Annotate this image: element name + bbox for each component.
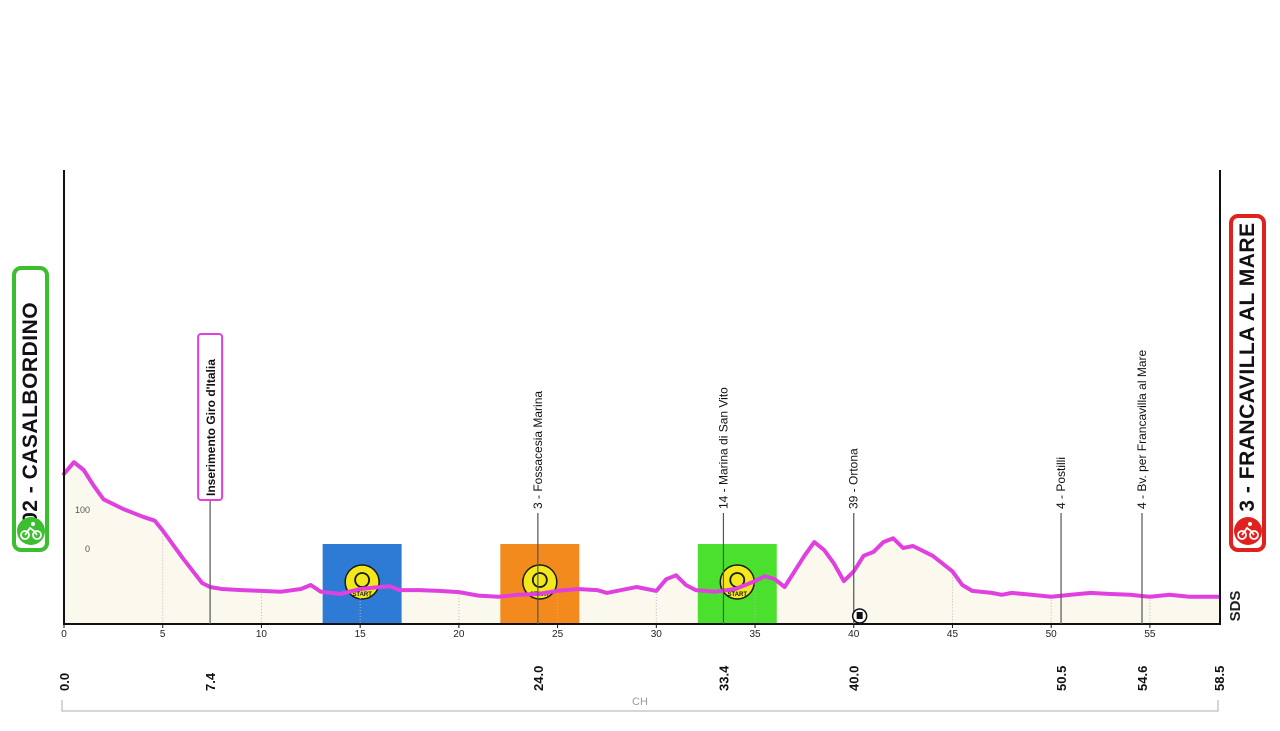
feed-zone-icon-glyph [856, 612, 863, 619]
axis-ticks: 0 100 0 5 10 15 20 25 30 35 40 45 50 55 [61, 505, 1156, 640]
x-tick-20: 20 [453, 629, 465, 640]
distance-axis-label: CH [632, 696, 648, 708]
finish-distance: 58.5 [1212, 666, 1227, 691]
x-tick-35: 35 [749, 629, 761, 640]
km-point-place-5: 4 - Postilli [1054, 457, 1068, 509]
x-tick-25: 25 [552, 629, 564, 640]
sector-2-glyph [531, 572, 548, 588]
x-tick-55: 55 [1144, 629, 1156, 640]
km-point-place-1: Inserimento Giro d'Italia [204, 359, 218, 496]
km-point-place-4: 39 - Ortona [847, 448, 861, 509]
timed-sectors: START START START [322, 544, 777, 624]
start-city-name: 202 - CASALBORDINO [18, 301, 42, 537]
ground-area [64, 462, 1219, 624]
sector-3-label: START [727, 592, 747, 598]
km-gridlines [162, 530, 1151, 624]
finish-city-name: 3 - FRANCAVILLA AL MARE [1235, 222, 1259, 512]
profile-line [62, 460, 1221, 599]
km-point-badge [197, 333, 224, 501]
start-distance: 0.0 [57, 673, 72, 691]
cyclist-finish-icon [1234, 517, 1262, 545]
x-tick-0: 0 [61, 629, 67, 640]
y-tick-0: 0 [85, 544, 90, 554]
km-point-place-2: 3 - Fossacesia Marina [531, 391, 545, 509]
x-tick-5: 5 [160, 629, 166, 640]
finish-city-box: 3 - FRANCAVILLA AL MARE [1229, 214, 1266, 552]
elevation-profile [62, 460, 1221, 599]
km-point-distance-1: 7.4 [203, 672, 218, 691]
x-tick-15: 15 [355, 629, 367, 640]
distance-bracket [61, 700, 1219, 712]
distance-labels: 7.4 24.0 33.4 40.0 50.5 54.6 0.0 58.5 CH [57, 665, 1227, 712]
sds-logo: SDS [1227, 591, 1244, 622]
markers [851, 608, 868, 624]
x-tick-40: 40 [848, 629, 860, 640]
x-tick-45: 45 [947, 629, 959, 640]
km-point-distance-4: 40.0 [847, 666, 862, 691]
km-point-place-3: 14 - Marina di San Vito [716, 387, 730, 509]
x-tick-30: 30 [651, 629, 663, 640]
km-point-distance-3: 33.4 [716, 665, 731, 691]
km-point-place-6: 4 - Bv. per Francavilla al Mare [1135, 350, 1149, 509]
axes [63, 170, 1221, 625]
km-point-distance-5: 50.5 [1054, 666, 1069, 691]
cyclist-start-icon [17, 517, 45, 545]
start-city-box: 202 - CASALBORDINO [12, 266, 49, 552]
x-tick-50: 50 [1046, 629, 1058, 640]
km-point-distance-6: 54.6 [1135, 666, 1150, 691]
km-point-distance-2: 24.0 [531, 666, 546, 691]
ground-layer [64, 462, 1219, 624]
y-tick-100: 100 [75, 505, 90, 515]
x-tick-10: 10 [256, 629, 268, 640]
km-points: Inserimento Giro d'Italia 3 - Fossacesia … [197, 333, 1149, 624]
sector-1-label: START [352, 592, 372, 598]
